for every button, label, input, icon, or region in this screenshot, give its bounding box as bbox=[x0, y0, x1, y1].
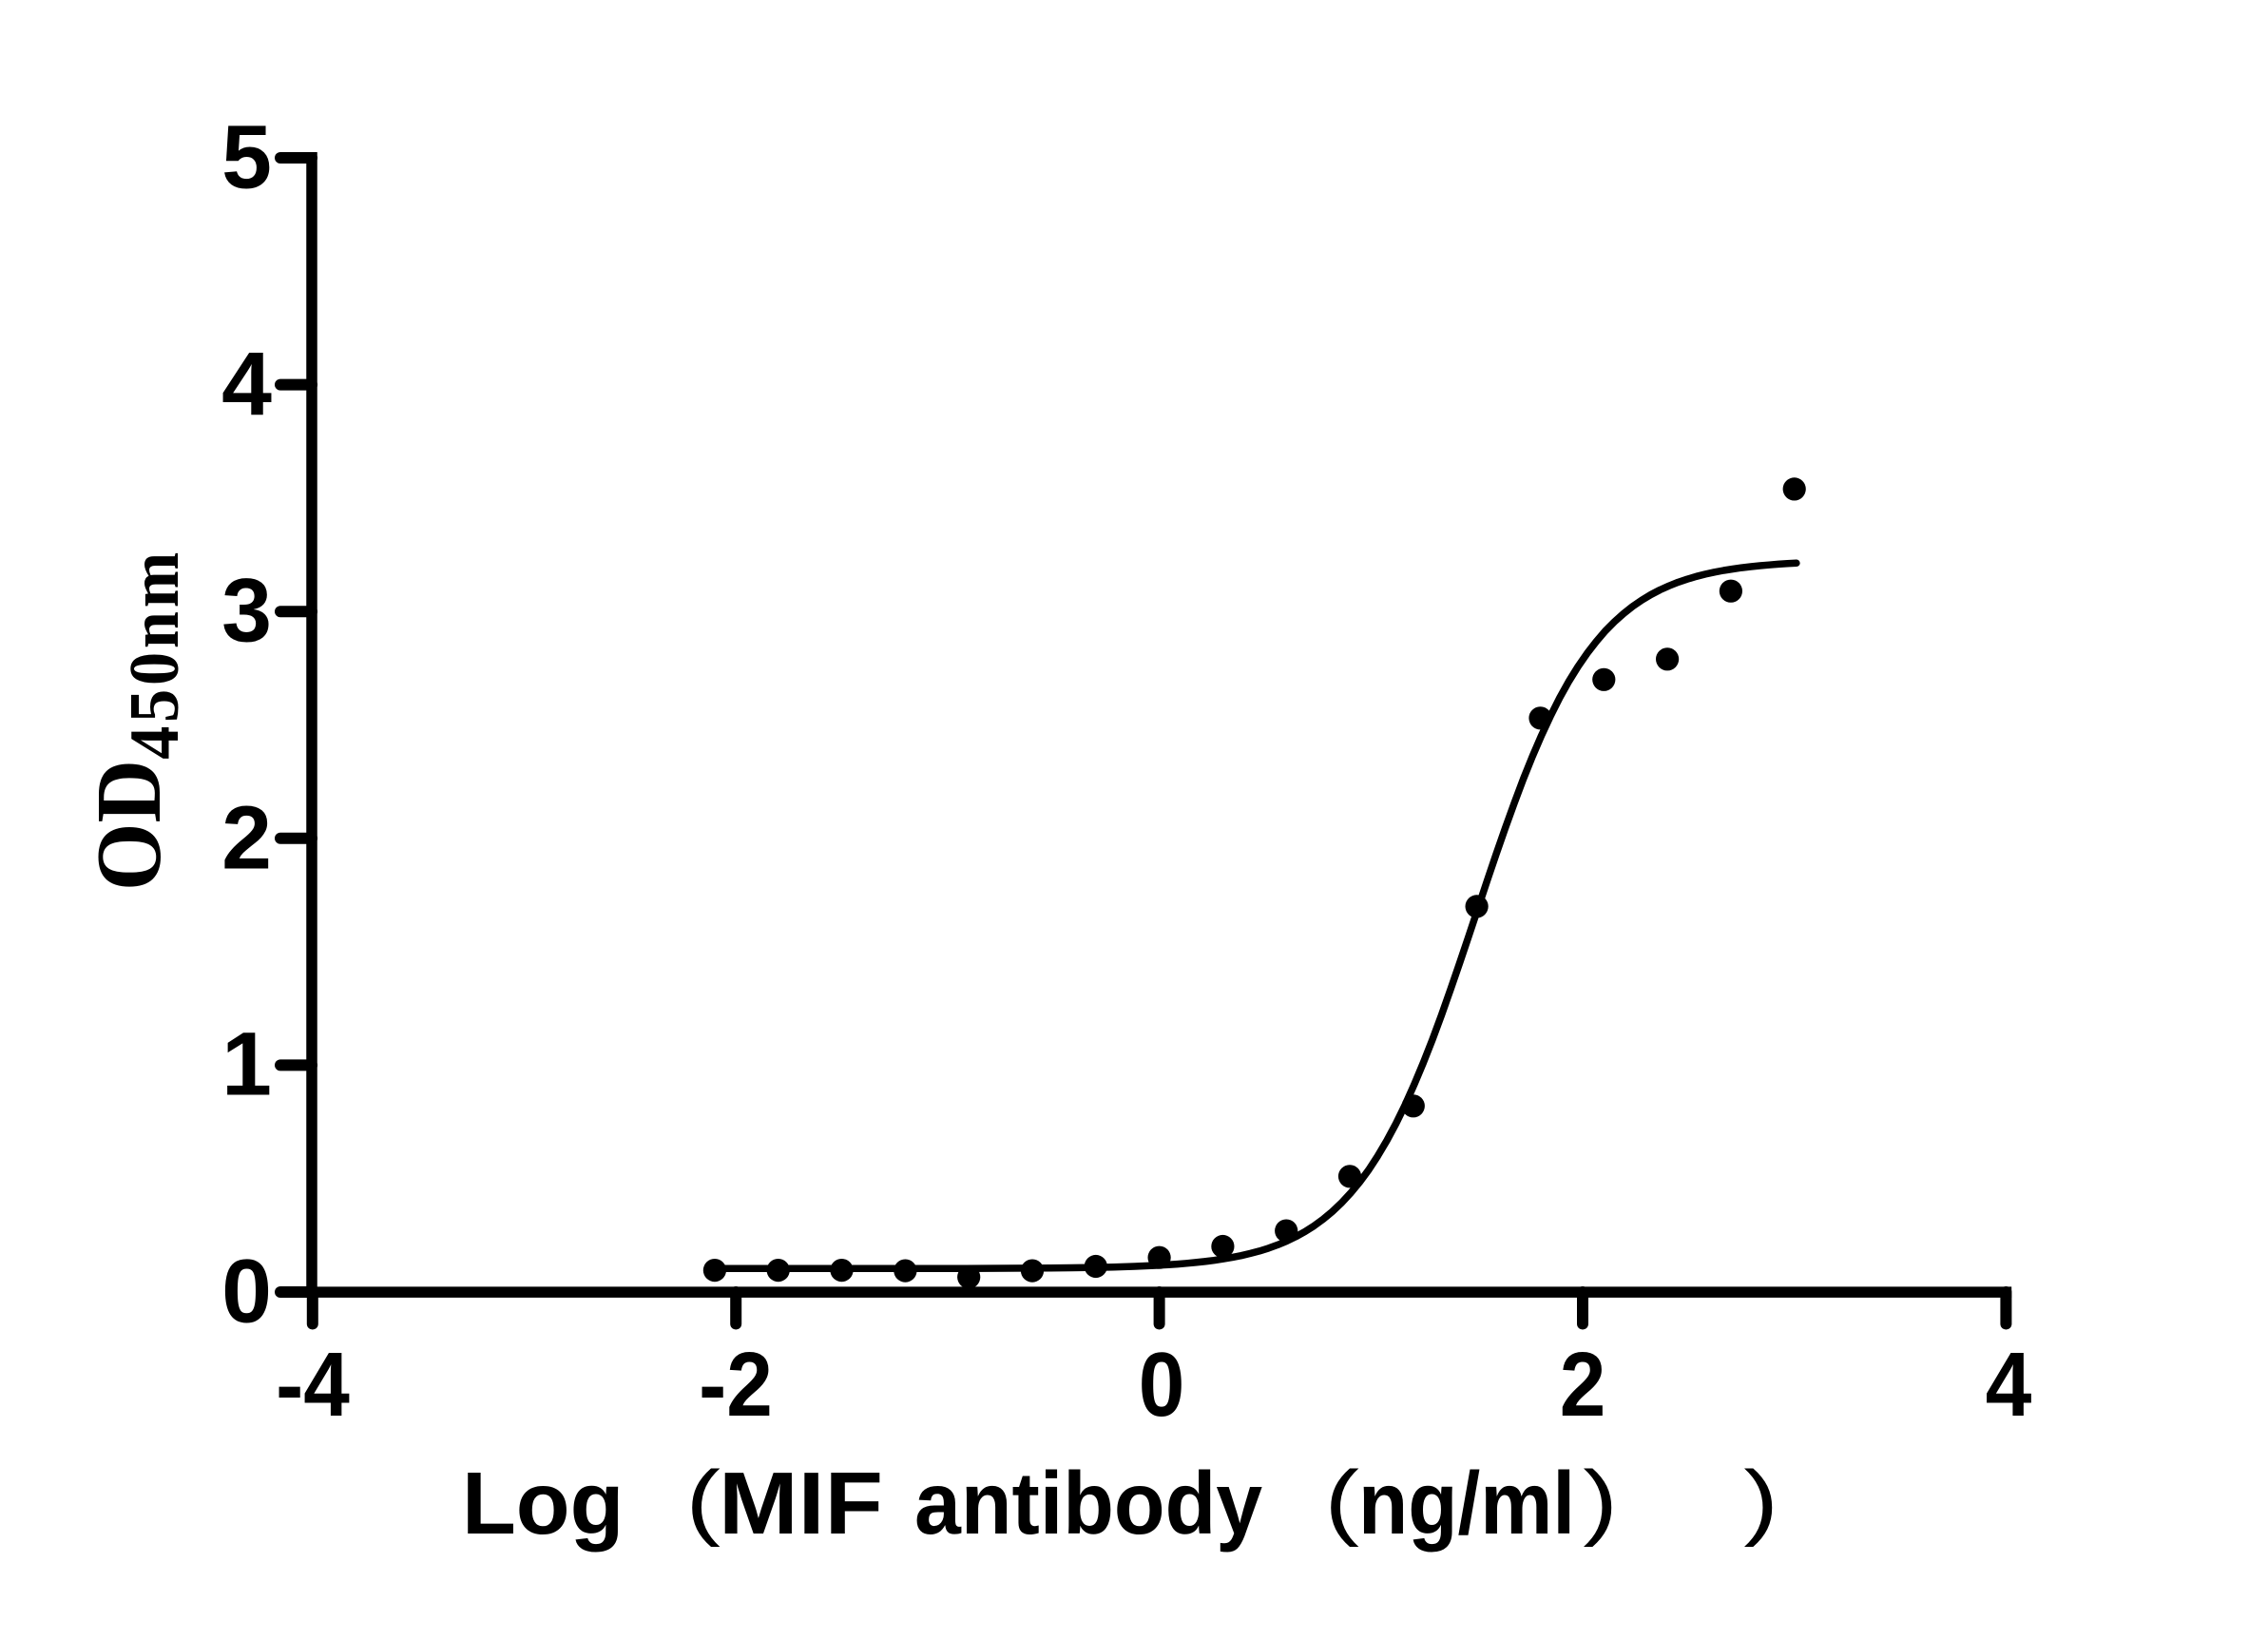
svg-text:OD450nm: OD450nm bbox=[79, 549, 194, 891]
